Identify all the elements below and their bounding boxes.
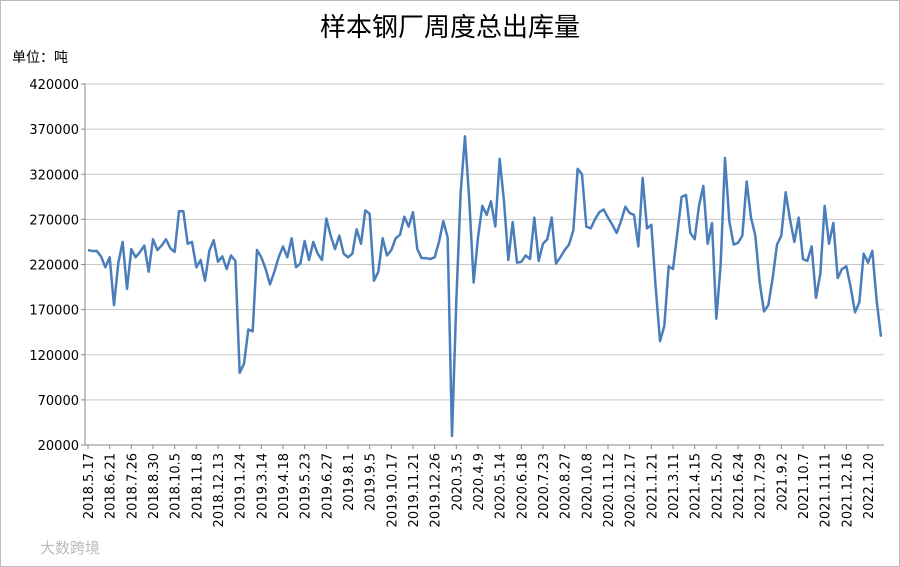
x-tick-label: 2021.12.16: [840, 453, 855, 527]
x-tick-label: 2021.1.21: [645, 453, 660, 519]
y-tick-label: 170000: [29, 304, 79, 319]
x-tick-label: 2018.6.21: [104, 453, 119, 519]
x-tick-label: 2020.5.14: [494, 453, 509, 519]
x-tick-label: 2020.4.9: [472, 453, 487, 511]
x-tick-label: 2021.9.2: [775, 453, 790, 511]
x-tick-label: 2018.8.30: [147, 453, 162, 519]
x-tick-label: 2021.10.7: [797, 453, 812, 519]
x-tick-label: 2020.6.18: [515, 453, 530, 519]
y-tick-label: 220000: [29, 259, 79, 274]
watermark: 大数跨境: [40, 539, 100, 557]
y-tick-label: 70000: [38, 394, 79, 409]
x-tick-label: 2021.4.15: [689, 453, 704, 519]
x-tick-label: 2018.12.13: [212, 453, 227, 527]
y-tick-label: 270000: [29, 213, 79, 228]
y-tick-label: 420000: [29, 78, 79, 93]
x-tick-label: 2019.5.23: [299, 453, 314, 519]
y-tick-label: 20000: [38, 439, 79, 454]
x-tick-label: 2021.5.20: [710, 453, 725, 519]
x-tick-label: 2022.1.20: [862, 453, 877, 519]
x-tick-label: 2019.10.17: [385, 453, 400, 527]
x-tick-label: 2020.7.23: [537, 453, 552, 519]
x-tick-label: 2019.11.21: [407, 453, 422, 527]
x-tick-label: 2020.11.12: [602, 453, 617, 527]
x-tick-label: 2019.4.18: [277, 453, 292, 519]
x-tick-label: 2018.11.8: [190, 453, 205, 519]
chart-title: 样本钢厂周度总出库量: [320, 13, 580, 43]
y-tick-label: 120000: [29, 349, 79, 364]
x-tick-label: 2020.12.17: [624, 453, 639, 527]
line-series: [87, 135, 883, 438]
x-tick-label: 2021.3.11: [667, 453, 682, 519]
x-tick-label: 2021.11.11: [819, 453, 834, 527]
x-tick-label: 2019.12.26: [429, 453, 444, 527]
x-tick-label: 2019.1.24: [234, 453, 249, 519]
x-tick-label: 2018.7.26: [125, 453, 140, 519]
x-tick-label: 2018.5.17: [82, 453, 97, 519]
x-tick-label: 2018.10.5: [169, 453, 184, 519]
x-tick-label: 2019.6.27: [320, 453, 335, 519]
x-tick-label: 2020.10.8: [580, 453, 595, 519]
x-tick-label: 2019.8.1: [342, 453, 357, 511]
y-tick-label: 370000: [29, 123, 79, 138]
x-tick-label: 2020.8.27: [559, 453, 574, 519]
x-tick-label: 2019.9.5: [364, 453, 379, 511]
unit-label: 单位：吨: [12, 50, 68, 66]
x-tick-label: 2019.3.14: [255, 453, 270, 519]
x-tick-label: 2021.7.29: [754, 453, 769, 519]
x-tick-label: 2021.6.24: [732, 453, 747, 519]
x-tick-label: 2020.3.5: [450, 453, 465, 511]
y-tick-label: 320000: [29, 168, 79, 183]
